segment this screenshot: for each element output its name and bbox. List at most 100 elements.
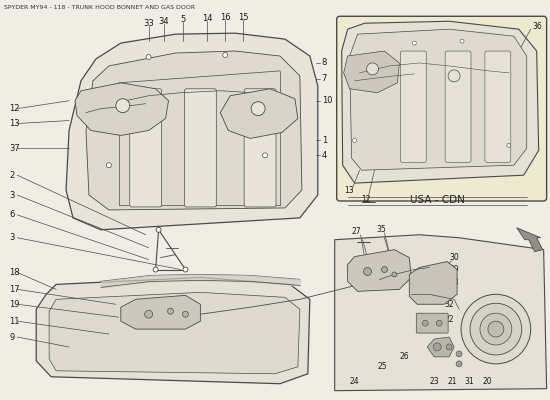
Circle shape: [488, 321, 504, 337]
Text: 19: 19: [9, 300, 20, 309]
FancyBboxPatch shape: [244, 89, 276, 207]
Polygon shape: [221, 89, 298, 138]
Circle shape: [251, 102, 265, 116]
Text: 10: 10: [322, 96, 332, 105]
Polygon shape: [121, 295, 200, 329]
Text: 30: 30: [449, 253, 459, 262]
Text: 32: 32: [444, 300, 454, 309]
Polygon shape: [66, 33, 318, 230]
FancyBboxPatch shape: [445, 51, 471, 162]
Text: 12: 12: [361, 196, 371, 204]
Circle shape: [412, 41, 416, 45]
Polygon shape: [342, 21, 538, 183]
Text: 23: 23: [430, 377, 439, 386]
Circle shape: [460, 39, 464, 43]
Text: 25: 25: [378, 362, 387, 371]
Circle shape: [106, 163, 111, 168]
Circle shape: [146, 54, 151, 60]
Text: maserati: maserati: [399, 313, 480, 345]
Text: 14: 14: [202, 14, 213, 23]
Text: 17: 17: [9, 285, 20, 294]
Circle shape: [470, 303, 522, 355]
Text: maserati: maserati: [399, 75, 480, 106]
Text: 8: 8: [322, 58, 327, 68]
Text: 5: 5: [181, 15, 186, 24]
Text: 33: 33: [143, 19, 154, 28]
Text: 34: 34: [158, 17, 169, 26]
Text: 12: 12: [9, 104, 20, 113]
Text: A: A: [121, 103, 125, 108]
Circle shape: [456, 351, 462, 357]
Text: maserati: maserati: [115, 151, 196, 189]
Circle shape: [507, 143, 511, 147]
Circle shape: [183, 267, 188, 272]
Polygon shape: [36, 278, 310, 384]
Circle shape: [422, 320, 428, 326]
Text: 36: 36: [533, 22, 542, 31]
Circle shape: [433, 343, 441, 351]
Text: 18: 18: [9, 268, 20, 277]
Polygon shape: [86, 51, 302, 210]
Polygon shape: [350, 29, 527, 170]
Circle shape: [392, 272, 397, 277]
Text: 20: 20: [482, 377, 492, 386]
Text: 29: 29: [449, 265, 459, 274]
Circle shape: [116, 99, 130, 113]
FancyBboxPatch shape: [130, 89, 162, 207]
Text: 35: 35: [377, 225, 386, 234]
Text: A: A: [453, 73, 456, 78]
Text: 3: 3: [9, 190, 15, 200]
Text: 11: 11: [9, 317, 20, 326]
Text: 1: 1: [322, 136, 327, 145]
FancyBboxPatch shape: [416, 313, 448, 333]
Circle shape: [448, 70, 460, 82]
Polygon shape: [344, 51, 399, 93]
Text: 22: 22: [444, 315, 454, 324]
FancyBboxPatch shape: [400, 51, 426, 162]
Polygon shape: [517, 228, 543, 252]
Text: 31: 31: [464, 377, 474, 386]
Circle shape: [353, 138, 356, 142]
Text: USA - CDN: USA - CDN: [410, 195, 465, 205]
Circle shape: [461, 294, 531, 364]
FancyBboxPatch shape: [485, 51, 511, 162]
Text: 15: 15: [238, 13, 249, 22]
Text: maserati: maserati: [80, 333, 162, 365]
Circle shape: [366, 63, 378, 75]
Text: SPYDER MY94 - 118 - TRUNK HOOD BONNET AND GAS DOOR: SPYDER MY94 - 118 - TRUNK HOOD BONNET AN…: [4, 5, 195, 10]
Polygon shape: [49, 292, 300, 374]
Text: 4: 4: [322, 151, 327, 160]
Circle shape: [156, 227, 161, 232]
Polygon shape: [427, 337, 454, 357]
Polygon shape: [409, 262, 457, 304]
Text: A: A: [371, 66, 374, 72]
Text: 37: 37: [9, 144, 20, 153]
Text: 13: 13: [9, 119, 20, 128]
Text: 28: 28: [449, 278, 459, 287]
Text: 16: 16: [220, 13, 230, 22]
Text: 13: 13: [345, 186, 354, 194]
Text: 6: 6: [9, 210, 15, 219]
Circle shape: [145, 310, 152, 318]
FancyBboxPatch shape: [337, 16, 547, 201]
Text: 24: 24: [350, 377, 359, 386]
Circle shape: [446, 344, 452, 350]
Circle shape: [436, 320, 442, 326]
Circle shape: [223, 52, 228, 58]
Text: 21: 21: [447, 377, 457, 386]
Text: 2: 2: [9, 171, 15, 180]
Circle shape: [364, 268, 371, 276]
FancyBboxPatch shape: [184, 89, 216, 207]
Text: 27: 27: [352, 227, 361, 236]
Polygon shape: [348, 250, 411, 291]
Circle shape: [382, 266, 387, 272]
Circle shape: [262, 153, 267, 158]
Text: 9: 9: [9, 332, 15, 342]
Text: 7: 7: [322, 74, 327, 83]
Circle shape: [480, 313, 512, 345]
Text: A: A: [256, 106, 260, 111]
Circle shape: [153, 267, 158, 272]
Text: 26: 26: [399, 352, 409, 362]
Polygon shape: [75, 83, 168, 136]
Circle shape: [168, 308, 173, 314]
